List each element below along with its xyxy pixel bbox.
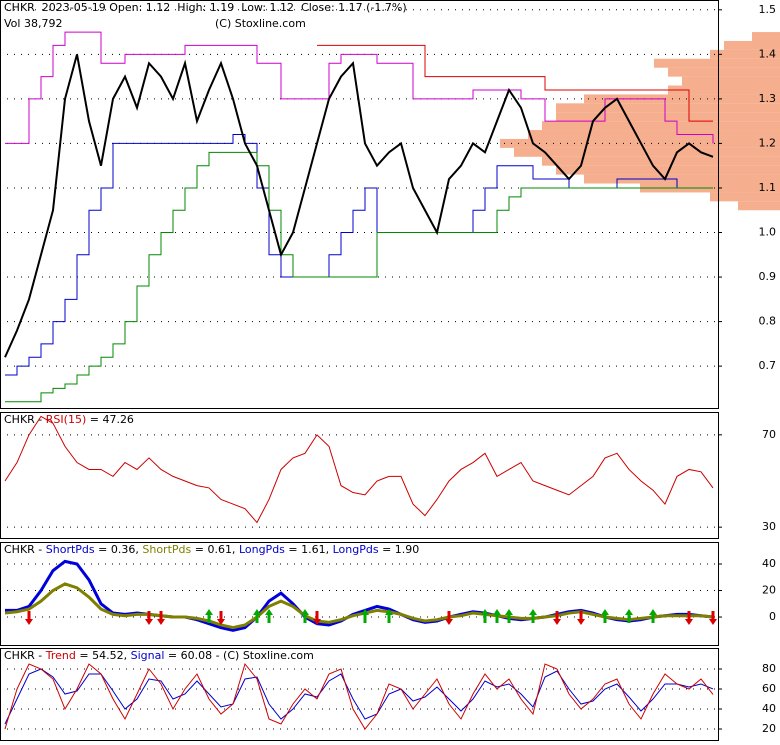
volume-profile-bar (654, 58, 780, 68)
label-part: = 1.90 (379, 543, 420, 556)
copyright: (C) Stoxline.com (215, 17, 306, 30)
label-part: Trend (45, 649, 76, 662)
label-part: RSI(15) (46, 413, 86, 426)
volume-profile-bar (514, 147, 780, 157)
y-tick-label: 0.7 (759, 359, 777, 372)
buy-arrow (529, 609, 537, 624)
y-tick-label: 20 (762, 584, 776, 597)
buy-arrow (481, 609, 489, 624)
y-tick-label: 30 (762, 520, 776, 533)
y-tick-label: 80 (762, 662, 776, 675)
sell-arrow (709, 611, 717, 626)
sell-arrow (145, 611, 153, 626)
y-tick-label: 1.2 (759, 136, 777, 149)
label-part: CHKR - (4, 413, 46, 426)
label-part: = 60.08 - (C) Stoxline.com (164, 649, 313, 662)
y-tick-label: 70 (762, 428, 776, 441)
y-tick-label: 1.3 (759, 92, 777, 105)
panel-frame (0, 542, 719, 646)
label-part: CHKR - (4, 649, 46, 662)
sell-arrow (25, 611, 33, 626)
y-tick-label: 1.1 (759, 181, 777, 194)
y-tick-label: 1.4 (759, 47, 777, 60)
volume-profile-bar (556, 112, 780, 122)
series-line (317, 44, 713, 122)
buy-arrow (649, 609, 657, 624)
sell-arrow (553, 611, 561, 626)
series-line (4, 668, 714, 725)
y-tick-label: 40 (762, 702, 776, 715)
panel-frame (0, 648, 719, 741)
buy-arrow (601, 609, 609, 624)
label-part: CHKR - (4, 543, 46, 556)
buy-arrow (205, 609, 213, 624)
buy-arrow (265, 609, 273, 624)
panel-label: CHKR 2023-05-19 Open: 1.12 High: 1.19 Lo… (4, 1, 407, 14)
sell-arrow (157, 611, 165, 626)
volume-profile-bar (724, 40, 780, 50)
buy-arrow (361, 609, 369, 624)
series-line (4, 662, 714, 730)
buy-arrow (625, 609, 633, 624)
sell-arrow (685, 611, 693, 626)
label-part: = 1.61, (285, 543, 333, 556)
series-line (4, 415, 714, 524)
volume-profile-bar (738, 201, 780, 211)
series-line (5, 31, 714, 144)
series-line (5, 559, 714, 632)
panel-frame (0, 412, 719, 539)
series-line (4, 582, 714, 630)
y-tick-label: 1.0 (759, 226, 777, 239)
volume-profile-bar (584, 94, 780, 104)
panel-label: CHKR - ShortPds = 0.36, ShortPds = 0.61,… (4, 543, 419, 556)
volume-profile-bar (584, 174, 780, 184)
y-tick-label: 0.8 (759, 315, 777, 328)
y-tick-label: 1.5 (759, 3, 777, 16)
buy-arrow (493, 609, 501, 624)
label-part: = 47.26 (86, 413, 134, 426)
series-line (5, 134, 713, 376)
label-part: ShortPds (46, 543, 95, 556)
y-tick-label: 20 (762, 722, 776, 735)
volume-label: Vol 38,792 (4, 17, 62, 30)
sell-arrow (577, 611, 585, 626)
buy-arrow (385, 609, 393, 624)
volume-profile-bar (682, 76, 780, 86)
sell-arrow (313, 611, 321, 626)
label-part: LongPds (333, 543, 379, 556)
panel-frame (0, 0, 719, 409)
volume-profile-bar (556, 103, 780, 113)
volume-profile-bar (710, 49, 780, 59)
label-part: ShortPds (142, 543, 191, 556)
label-part: = 54.52, (76, 649, 131, 662)
volume-profile-bar (668, 85, 780, 95)
volume-profile-bar (528, 130, 780, 139)
volume-profile-bar (710, 192, 780, 202)
panel-label: CHKR - Trend = 54.52, Signal = 60.08 - (… (4, 649, 314, 662)
label-part: CHKR 2023-05-19 Open: 1.12 High: 1.19 Lo… (4, 1, 407, 14)
panel-label: CHKR - RSI(15) = 47.26 (4, 413, 134, 426)
sell-arrow (217, 611, 225, 626)
buy-arrow (253, 609, 261, 624)
series-line (4, 54, 714, 358)
volume-profile-bar (668, 67, 780, 77)
y-tick-label: 0.9 (759, 270, 777, 283)
volume-profile-bar (752, 32, 780, 41)
label-part: Signal (131, 649, 165, 662)
buy-arrow (301, 609, 309, 624)
volume-profile-bar (542, 121, 780, 131)
volume-profile-bar (542, 156, 780, 166)
y-tick-label: 40 (762, 557, 776, 570)
label-part: LongPds (239, 543, 285, 556)
label-part: = 0.36, (95, 543, 143, 556)
label-part: = 0.61, (191, 543, 239, 556)
series-line (5, 151, 713, 403)
y-tick-label: 60 (762, 682, 776, 695)
buy-arrow (505, 609, 513, 624)
y-tick-label: 0 (769, 610, 776, 623)
sell-arrow (445, 611, 453, 626)
